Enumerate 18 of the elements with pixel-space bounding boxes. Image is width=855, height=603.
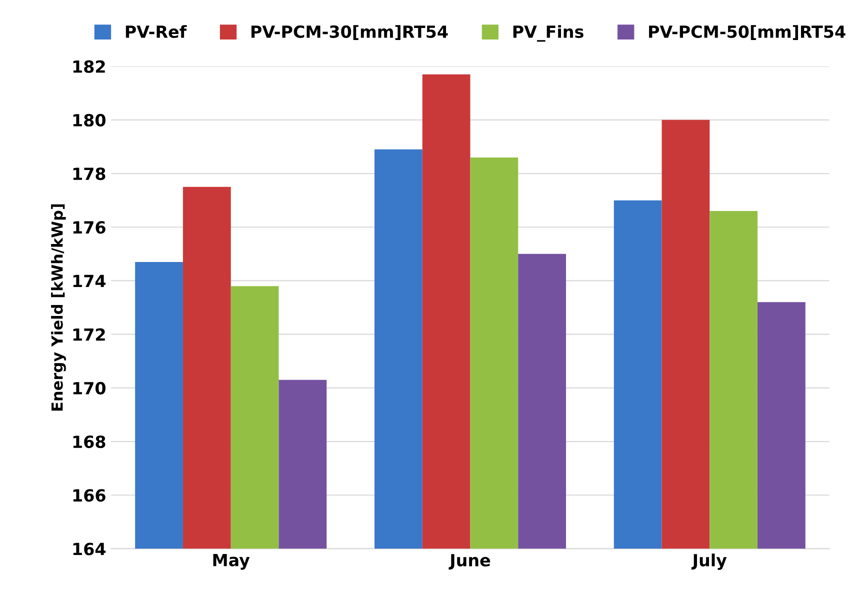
x-tick-label: June (448, 554, 490, 570)
y-tick-label: 170 (73, 382, 106, 394)
y-tick-label: 182 (73, 60, 105, 73)
x-tick-label: May (213, 554, 250, 570)
y-tick-label: 166 (73, 489, 106, 502)
y-axis-title: Energy Yield [kWh/kWp] (51, 204, 66, 411)
y-tick-label: 180 (73, 114, 106, 126)
legend-label: PV-PCM-30[mm]RT54 (251, 25, 448, 40)
legend-label: PV-PCM-50[mm]RT54 (649, 25, 846, 40)
y-tick-label: 164 (73, 542, 106, 556)
y-tick-label: 178 (73, 167, 106, 180)
y-tick-label: 176 (73, 221, 106, 234)
y-tick-label: 172 (73, 328, 105, 341)
x-tick-label: July (691, 554, 727, 570)
y-tick-label: 174 (73, 274, 106, 288)
legend-label: PV-Ref (126, 25, 187, 38)
legend-label: PV_Fins (513, 25, 584, 42)
y-tick-label: 168 (73, 435, 106, 448)
